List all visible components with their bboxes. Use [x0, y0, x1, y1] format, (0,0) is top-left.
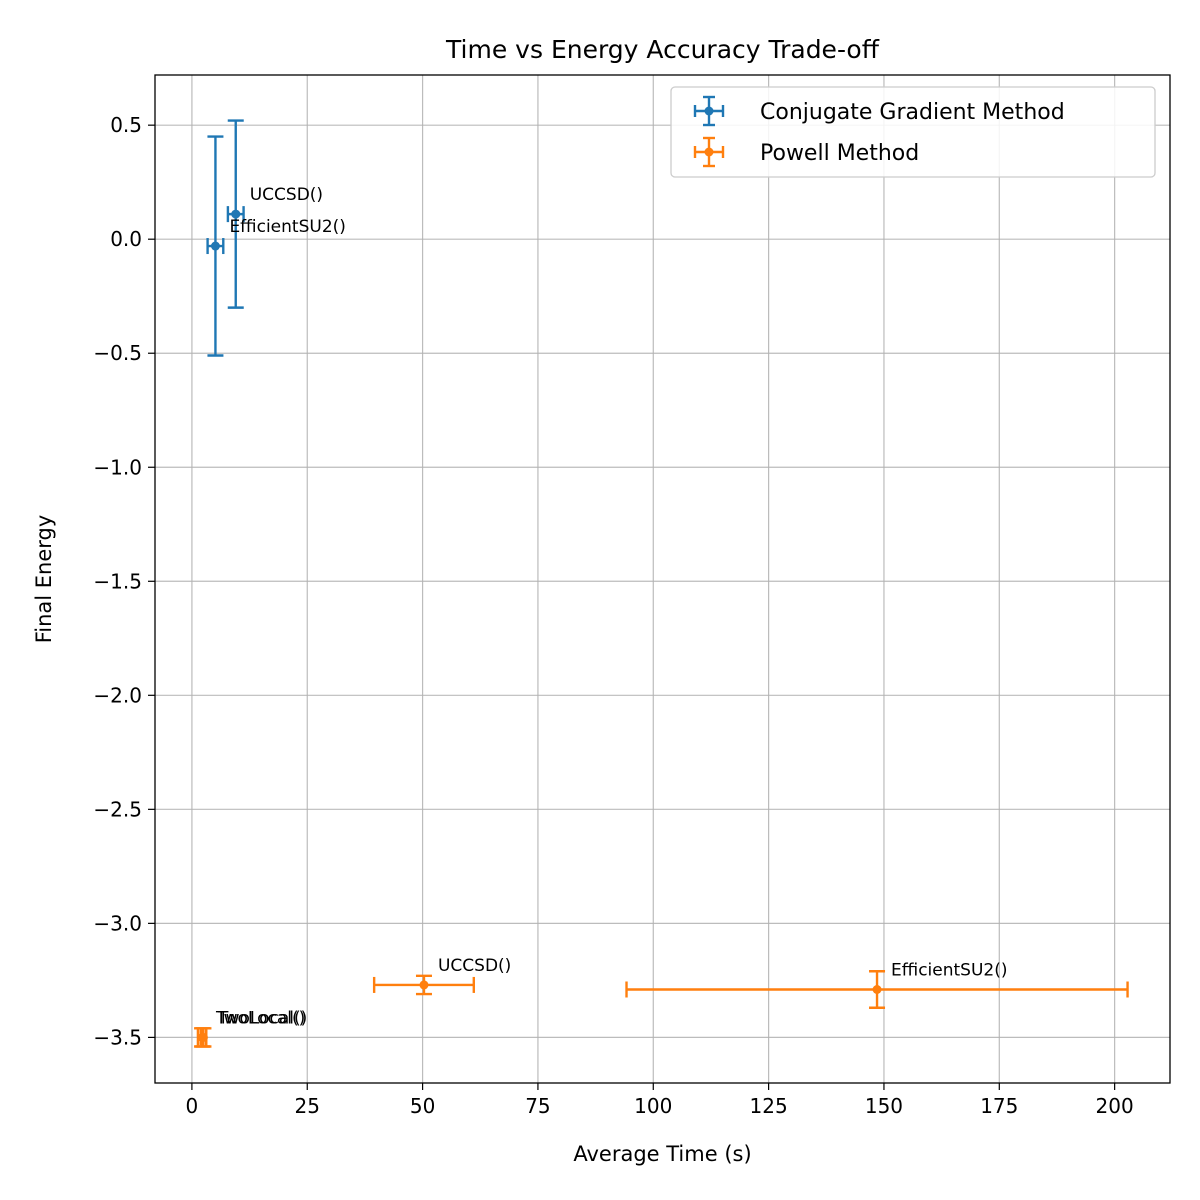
- y-tick-label: −3.0: [93, 911, 142, 935]
- x-tick-label: 100: [634, 1094, 672, 1118]
- legend-marker: [704, 147, 714, 157]
- x-tick-label: 150: [865, 1094, 903, 1118]
- legend-entry: Powell Method: [693, 136, 919, 168]
- chart-title: Time vs Energy Accuracy Trade-off: [445, 35, 880, 64]
- y-tick-label: −2.5: [93, 797, 142, 821]
- data-point-group: EfficientSU2(): [206, 135, 346, 357]
- legend-entry: Conjugate Gradient Method: [693, 95, 1065, 127]
- x-tick-label: 0: [186, 1094, 199, 1118]
- x-axis-label: Average Time (s): [573, 1142, 751, 1166]
- plot-data: UCCSD() EfficientSU2() UCCSD() EfficientSU2…: [194, 119, 1129, 1048]
- legend-label: Conjugate Gradient Method: [760, 100, 1065, 125]
- data-point: [231, 209, 241, 219]
- y-tick-label: −0.5: [93, 341, 142, 365]
- plot-frame: [154, 74, 1171, 1084]
- legend-label: Powell Method: [760, 141, 919, 166]
- point-label: EfficientSU2(): [229, 217, 345, 237]
- data-point: [210, 241, 220, 251]
- grid: [155, 75, 1170, 1083]
- y-tick-label: −1.5: [93, 569, 142, 593]
- data-point-group: UCCSD(): [226, 119, 323, 309]
- data-point: [198, 1032, 208, 1042]
- legend: Conjugate Gradient Method Powell Method: [670, 86, 1156, 178]
- y-axis-label: Final Energy: [32, 515, 56, 644]
- axis-ticks: 0 25 50 75 100 125 150 175 200 0.5 0.0 −0.5 −1.0 −1.5…: [93, 113, 1133, 1118]
- y-tick-label: −1.0: [93, 455, 142, 479]
- y-tick-label: 0.5: [110, 113, 142, 137]
- legend-marker: [704, 106, 714, 116]
- data-point: [872, 984, 882, 994]
- x-tick-label: 175: [980, 1094, 1018, 1118]
- point-label: UCCSD(): [250, 185, 323, 205]
- y-tick-label: −3.5: [93, 1025, 142, 1049]
- point-label: TwoLocal(): [217, 1008, 307, 1028]
- data-point-group: EfficientSU2(): [625, 960, 1129, 1009]
- y-tick-label: 0.0: [110, 227, 142, 251]
- x-tick-label: 25: [295, 1094, 320, 1118]
- x-tick-label: 125: [750, 1094, 788, 1118]
- point-label: EfficientSU2(): [891, 960, 1007, 980]
- data-point-group: TwoLocal(): [195, 1008, 307, 1048]
- point-label: TwoLocal(): [215, 1008, 305, 1028]
- point-label: UCCSD(): [438, 956, 511, 976]
- data-point-group: UCCSD(): [372, 956, 511, 996]
- x-tick-label: 75: [525, 1094, 550, 1118]
- legend-box: [670, 86, 1156, 178]
- data-point: [419, 980, 429, 990]
- y-tick-label: −2.0: [93, 683, 142, 707]
- x-tick-label: 200: [1096, 1094, 1134, 1118]
- x-tick-label: 50: [410, 1094, 435, 1118]
